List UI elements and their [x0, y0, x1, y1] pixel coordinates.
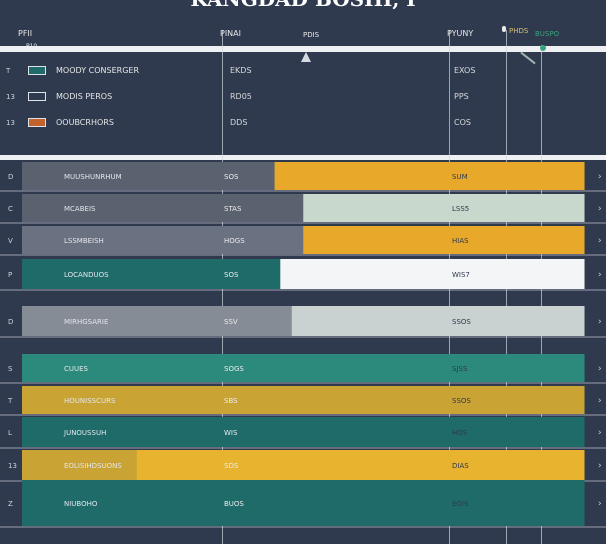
right-value-label: SSOS [452, 397, 471, 405]
right-value-label: SUM [452, 173, 468, 181]
header-col2: PINAI [220, 29, 241, 38]
category-label: HOUNISSCURS [64, 397, 116, 405]
category-label: MCABEIS [64, 205, 96, 213]
row-chevron-icon: › [598, 172, 602, 182]
legend-value-col4: PPS [454, 92, 469, 101]
mid-value-label: HOGS [224, 237, 245, 245]
category-label: JUNOUSSUH [63, 429, 106, 437]
mid-value-label: SOS [224, 271, 239, 279]
bar-primary [22, 194, 304, 222]
row-index-label: Z [8, 500, 13, 508]
row-chevron-icon: › [598, 270, 602, 280]
legend-value: DDS [230, 118, 248, 127]
mid-value-label: SDS [224, 462, 239, 470]
legend-swatch [28, 92, 46, 101]
table-divider [0, 155, 606, 160]
right-value-label: DIAS [452, 462, 469, 470]
legend-value-col4: COS [454, 118, 471, 127]
category-label: LOCANDUOS [64, 271, 109, 279]
row-chevron-icon: › [598, 461, 602, 471]
legend-swatch [28, 118, 46, 127]
category-label: CUUES [64, 365, 89, 373]
header-divider [0, 46, 606, 52]
bar-primary [22, 480, 275, 526]
right-value-label: LSS5 [452, 205, 469, 213]
row-chevron-icon: › [598, 428, 602, 438]
row-index-label: V [8, 237, 13, 245]
row-chevron-icon: › [598, 499, 602, 509]
header-col3: PDIS [303, 31, 320, 39]
category-label: NIUBOHO [64, 500, 98, 508]
legend-row-index: 13 [6, 119, 15, 127]
right-value-label: SSOS [452, 318, 471, 326]
bar-primary [22, 354, 235, 382]
mid-value-label: SBS [224, 397, 238, 405]
right-value-label: SJSS [452, 365, 468, 373]
legend-swatch [28, 66, 46, 75]
right-value-label: WIS7 [452, 271, 470, 279]
bar-primary [22, 417, 235, 447]
row-index-label: L [8, 429, 12, 437]
row-index-label: 13 [8, 462, 17, 470]
header-col5: PHDS [509, 27, 529, 35]
row-index-label: S [8, 365, 13, 373]
row-index-label: C [8, 205, 13, 213]
bar-primary [22, 162, 275, 190]
row-index-label: D [8, 318, 13, 326]
legend-label: OOUBCRHORS [56, 118, 114, 127]
category-label: MUUSHUNRHUM [64, 173, 122, 181]
legend-row-index: T [6, 67, 11, 75]
page-title: KANGDAD BOSHI, I [0, 0, 606, 11]
right-value-label: HIAS [452, 237, 469, 245]
row-chevron-icon: › [598, 396, 602, 406]
mid-value-label: SOGS [224, 365, 244, 373]
row-index-label: T [7, 397, 13, 405]
legend-value-col4: EXOS [454, 66, 476, 75]
mid-value-label: BUOS [224, 500, 244, 508]
mid-value-label: STAS [224, 205, 242, 213]
legend-value: EKDS [230, 66, 252, 75]
pin-icon [502, 26, 506, 32]
header-col6: BUSPO [535, 30, 560, 38]
row-chevron-icon: › [598, 204, 602, 214]
category-label: MIRHGSARIE [64, 318, 108, 326]
row-index-label: D [8, 173, 13, 181]
marker-triangle-icon [301, 52, 311, 62]
grid-line-4 [541, 45, 542, 544]
row-chevron-icon: › [598, 236, 602, 246]
right-value-label: EOIS [452, 500, 469, 508]
bar-primary [22, 259, 281, 289]
bar-primary [22, 450, 137, 480]
bar-primary [22, 226, 304, 254]
row-chevron-icon: › [598, 317, 602, 327]
mid-value-label: SOS [224, 173, 239, 181]
header-col4: PYUNY [447, 29, 474, 38]
bar-primary [22, 386, 137, 414]
status-dot-icon [540, 45, 546, 51]
legend-label: MOODY CONSERGER [56, 66, 140, 75]
bar-primary [22, 306, 292, 336]
mid-value-label: SSV [224, 318, 238, 326]
legend-label: MODIS PEROS [56, 92, 113, 101]
row-index-label: P [8, 271, 12, 279]
header-col1: PFII [18, 29, 33, 38]
legend-row-index: 13 [6, 93, 15, 101]
category-label: LSSMBEISH [64, 237, 104, 245]
legend-value: RD05 [230, 92, 252, 101]
row-chevron-icon: › [598, 364, 602, 374]
mid-value-label: WIS [224, 429, 238, 437]
category-label: EOLISIHDSUONS [64, 462, 122, 470]
right-value-label: HOS [452, 429, 468, 437]
